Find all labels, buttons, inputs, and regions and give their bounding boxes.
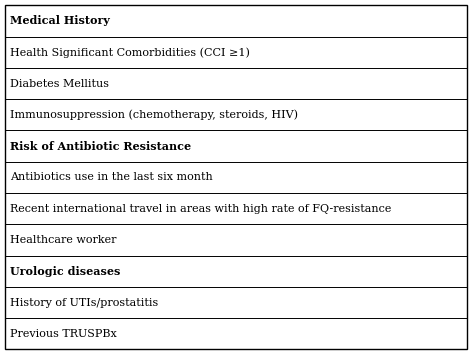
Text: Risk of Antibiotic Resistance: Risk of Antibiotic Resistance [10,140,191,151]
Text: Urologic diseases: Urologic diseases [10,266,121,277]
Text: History of UTIs/prostatitis: History of UTIs/prostatitis [10,298,159,307]
Text: Recent international travel in areas with high rate of FQ-resistance: Recent international travel in areas wit… [10,204,392,214]
Text: Immunosuppression (chemotherapy, steroids, HIV): Immunosuppression (chemotherapy, steroid… [10,109,299,120]
Text: Diabetes Mellitus: Diabetes Mellitus [10,78,109,89]
Text: Antibiotics use in the last six month: Antibiotics use in the last six month [10,172,213,183]
Text: Previous TRUSPBx: Previous TRUSPBx [10,329,117,339]
Text: Healthcare worker: Healthcare worker [10,235,117,245]
Text: Medical History: Medical History [10,16,110,26]
Text: Health Significant Comorbidities (CCI ≥1): Health Significant Comorbidities (CCI ≥1… [10,47,250,58]
